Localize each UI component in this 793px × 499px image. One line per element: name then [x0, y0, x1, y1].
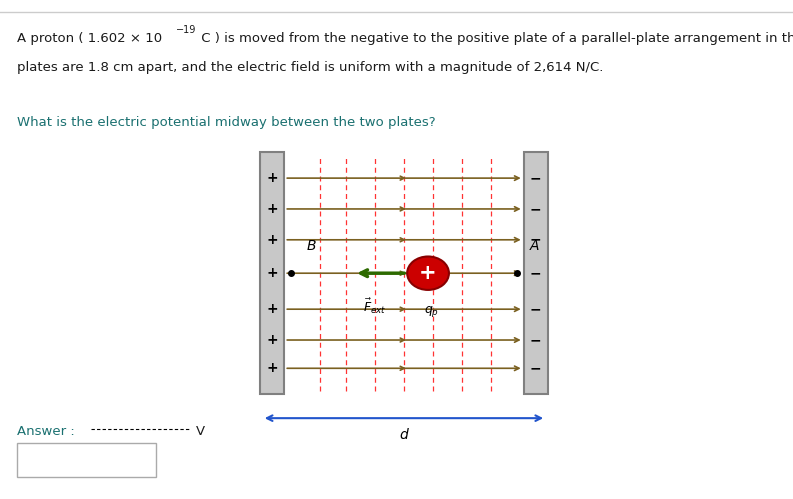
- FancyBboxPatch shape: [260, 152, 285, 394]
- Text: −: −: [530, 302, 542, 316]
- Text: A proton ( 1.602 × 10: A proton ( 1.602 × 10: [17, 32, 163, 45]
- Text: +: +: [419, 263, 437, 283]
- FancyBboxPatch shape: [523, 152, 548, 394]
- Text: A: A: [530, 239, 539, 252]
- Text: −: −: [530, 171, 542, 185]
- Text: +: +: [266, 333, 278, 347]
- Text: $\vec{F}_{ext}$: $\vec{F}_{ext}$: [363, 296, 387, 316]
- Text: −: −: [530, 361, 542, 375]
- Text: What is the electric potential midway between the two plates?: What is the electric potential midway be…: [17, 116, 436, 129]
- Text: $q_p$: $q_p$: [423, 304, 439, 319]
- Circle shape: [407, 256, 449, 290]
- Text: −: −: [530, 333, 542, 347]
- Text: +: +: [266, 266, 278, 280]
- Text: −: −: [530, 202, 542, 216]
- Text: V: V: [196, 425, 205, 438]
- Text: B: B: [307, 239, 316, 252]
- Text: −: −: [530, 266, 542, 280]
- Text: +: +: [266, 302, 278, 316]
- Text: +: +: [266, 361, 278, 375]
- Text: +: +: [266, 171, 278, 185]
- Text: plates are 1.8 cm apart, and the electric field is uniform with a magnitude of 2: plates are 1.8 cm apart, and the electri…: [17, 61, 603, 74]
- Text: C ) is moved from the negative to the positive plate of a parallel-plate arrange: C ) is moved from the negative to the po…: [197, 32, 793, 45]
- Text: +: +: [266, 202, 278, 216]
- Text: Answer :: Answer :: [17, 425, 75, 438]
- Text: +: +: [266, 233, 278, 247]
- Text: −: −: [530, 233, 542, 247]
- Text: $d$: $d$: [399, 427, 409, 442]
- FancyBboxPatch shape: [17, 443, 156, 477]
- Text: −19: −19: [176, 25, 197, 35]
